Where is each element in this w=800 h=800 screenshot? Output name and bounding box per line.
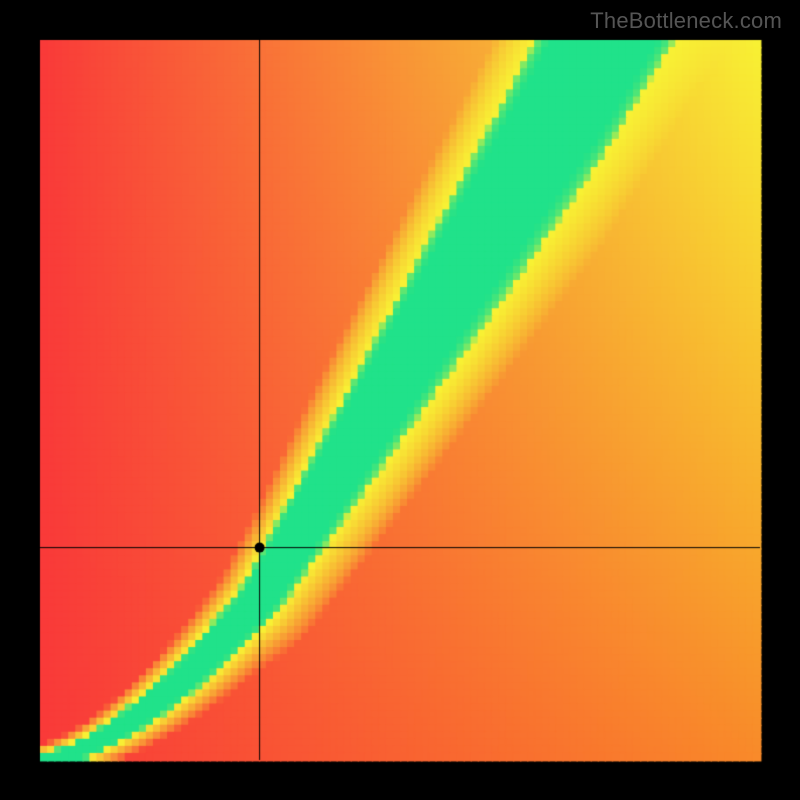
chart-container: TheBottleneck.com — [0, 0, 800, 800]
bottleneck-heatmap-canvas — [0, 0, 800, 800]
